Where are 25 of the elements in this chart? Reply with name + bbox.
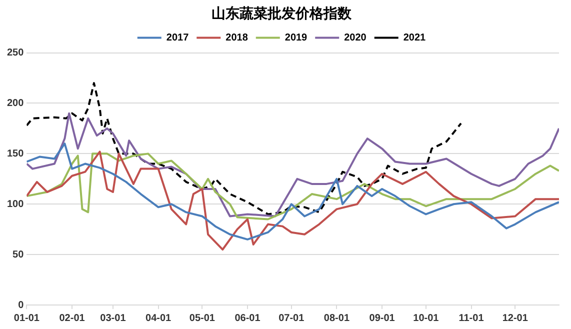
legend-label: 2018 [226,32,248,44]
y-tick-label: 150 [6,148,24,160]
x-tick-label: 01-01 [14,312,40,324]
x-tick-label: 03-01 [100,312,126,324]
x-tick-label: 12-01 [502,312,528,324]
x-tick-label: 11-01 [458,312,484,324]
chart-title: 山东蔬菜批发价格指数 [212,5,352,22]
x-tick-label: 05-01 [189,312,216,324]
line-series [26,82,462,216]
x-tick-label: 08-01 [324,312,350,324]
x-tick-label: 07-01 [278,312,305,324]
y-tick-label: 100 [6,198,24,210]
x-tick-label: 02-01 [59,312,86,324]
x-tick-label: 04-01 [146,312,172,324]
legend-label: 2019 [284,32,308,44]
legend-label: 2021 [403,32,426,44]
y-tick-label: 0 [18,300,24,311]
x-tick-label: 06-01 [234,312,261,324]
y-tick-label: 250 [6,48,24,59]
x-tick-label: 10-01 [413,312,440,324]
x-tick-label: 09-01 [369,312,396,324]
legend-label: 2017 [166,32,190,44]
y-tick-label: 200 [6,98,24,109]
legend-label: 2020 [344,32,367,44]
y-tick-label: 50 [12,249,24,260]
